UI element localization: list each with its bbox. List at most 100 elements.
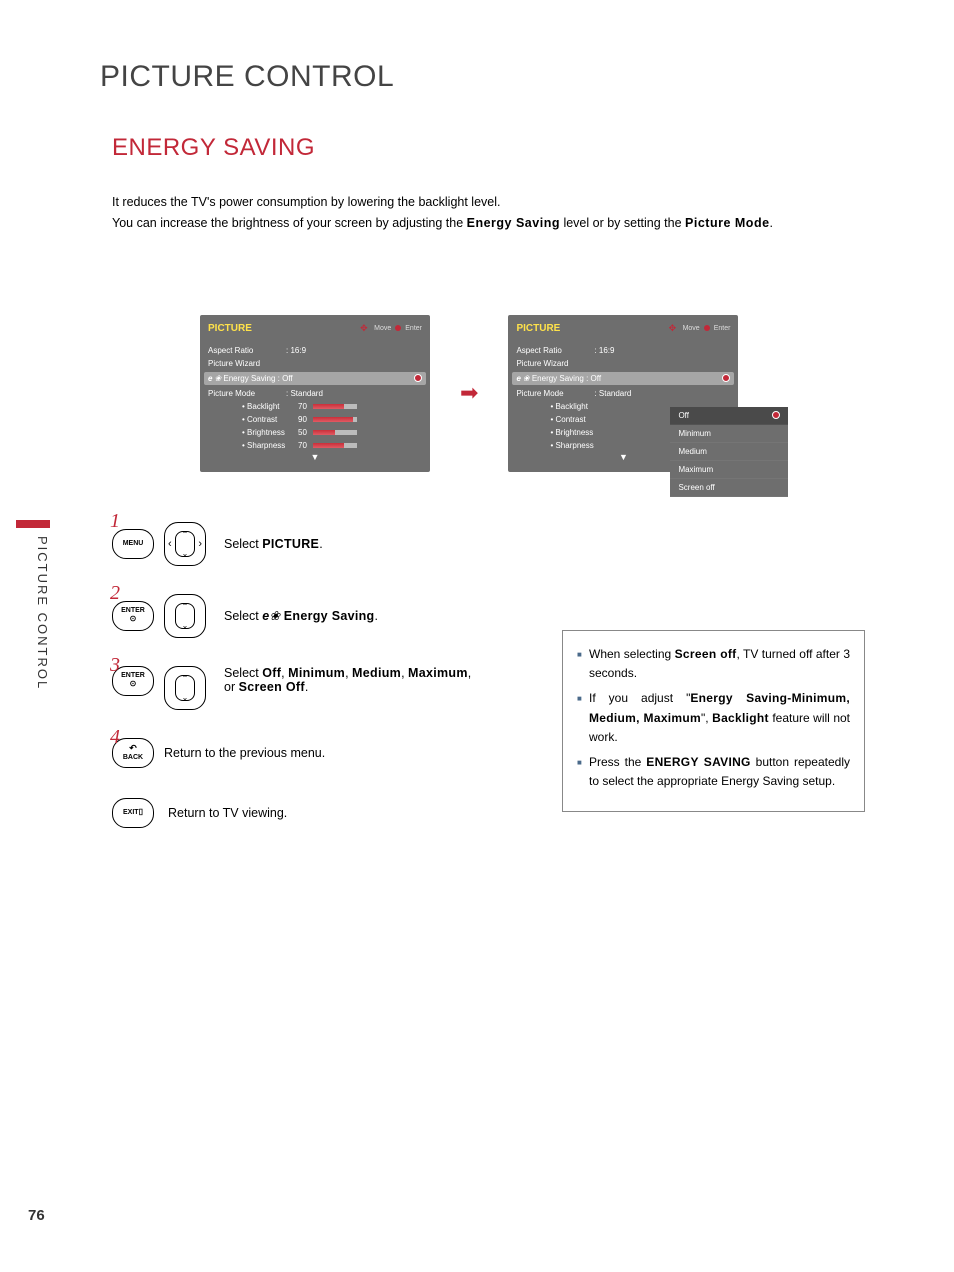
label: Contrast bbox=[550, 415, 606, 424]
label: Sharpness bbox=[242, 441, 298, 450]
label: Contrast bbox=[242, 415, 298, 424]
step-text: Return to TV viewing. bbox=[168, 806, 287, 820]
step-number: 2 bbox=[110, 582, 120, 605]
option-screen-off[interactable]: Screen off bbox=[670, 479, 788, 497]
osd-panel-left: PICTURE Move Enter Aspect Ratio : 16:9 P… bbox=[200, 315, 430, 472]
page-title: PICTURE CONTROL bbox=[100, 60, 904, 94]
section-title: ENERGY SAVING bbox=[112, 134, 904, 162]
value: : 16:9 bbox=[286, 346, 306, 355]
osd-row-energy-selected[interactable]: e❀ Energy Saving : Off bbox=[204, 372, 426, 385]
label: Off bbox=[678, 411, 689, 420]
osd-title: PICTURE bbox=[516, 323, 560, 334]
exit-button[interactable]: EXIT▯ bbox=[112, 798, 154, 828]
enter-dot-icon bbox=[395, 325, 401, 331]
eco-icon: e bbox=[516, 374, 520, 383]
label: Picture Wizard bbox=[208, 359, 286, 368]
intro-line2: You can increase the brightness of your … bbox=[112, 213, 904, 234]
value: : Standard bbox=[594, 389, 631, 398]
label: Sharpness bbox=[550, 441, 606, 450]
step-text: Return to the previous menu. bbox=[164, 746, 325, 760]
eco-icon: e bbox=[208, 374, 212, 383]
step-number: 3 bbox=[110, 654, 120, 677]
label: Backlight bbox=[550, 402, 606, 411]
label: Brightness bbox=[550, 428, 606, 437]
osd-title: PICTURE bbox=[208, 323, 252, 334]
note-1: When selecting Screen off, TV turned off… bbox=[577, 645, 850, 683]
bar bbox=[313, 443, 357, 448]
value: : 16:9 bbox=[594, 346, 614, 355]
v: 90 bbox=[298, 415, 307, 424]
v: 70 bbox=[298, 441, 307, 450]
step-1: 1 MENU ⌃⌄ Select PICTURE. bbox=[112, 522, 904, 566]
move-icon bbox=[360, 323, 370, 333]
v: 70 bbox=[298, 402, 307, 411]
osd-slider[interactable]: Contrast90 bbox=[208, 413, 422, 426]
note-3: Press the ENERGY SAVING button repeatedl… bbox=[577, 753, 850, 791]
option-minimum[interactable]: Minimum bbox=[670, 425, 788, 443]
page-number: 76 bbox=[28, 1207, 45, 1224]
label: Brightness bbox=[242, 428, 298, 437]
step-text: Select Off, Minimum, Medium, Maximum, or… bbox=[224, 666, 484, 694]
osd-row-mode[interactable]: Picture Mode : Standard bbox=[516, 387, 730, 400]
osd-row-energy-selected[interactable]: e❀ Energy Saving : Off bbox=[512, 372, 734, 385]
step-text: Select PICTURE. bbox=[224, 537, 323, 551]
select-dot-icon bbox=[722, 374, 730, 382]
select-dot-icon bbox=[772, 411, 780, 419]
t: level or by setting the bbox=[560, 216, 685, 230]
bar bbox=[313, 430, 357, 435]
down-caret-icon: ▼ bbox=[208, 452, 422, 462]
t: Picture Mode bbox=[685, 216, 770, 230]
label: Energy Saving : Off bbox=[532, 374, 601, 383]
move-label: Move bbox=[683, 325, 700, 332]
arrow-right-icon: ➡ bbox=[460, 380, 478, 406]
select-dot-icon bbox=[414, 374, 422, 382]
step-number: 1 bbox=[110, 510, 120, 533]
label: Aspect Ratio bbox=[516, 346, 594, 355]
label: Aspect Ratio bbox=[208, 346, 286, 355]
label: Picture Mode bbox=[208, 389, 286, 398]
value: : Standard bbox=[286, 389, 323, 398]
step-number: 4 bbox=[110, 726, 120, 749]
osd-row-wizard[interactable]: Picture Wizard bbox=[208, 357, 422, 370]
eco-leaf-icon: ❀ bbox=[523, 374, 530, 383]
v: 50 bbox=[298, 428, 307, 437]
bar bbox=[313, 417, 357, 422]
enter-label: Enter bbox=[405, 325, 422, 332]
osd-slider[interactable]: Backlight70 bbox=[208, 400, 422, 413]
side-tab bbox=[16, 520, 50, 528]
osd-slider[interactable]: Sharpness70 bbox=[208, 439, 422, 452]
osd-panel-right: PICTURE Move Enter Aspect Ratio : 16:9 P… bbox=[508, 315, 738, 472]
nav-ud-button[interactable]: ⌃⌄ bbox=[164, 594, 206, 638]
enter-dot-icon bbox=[704, 325, 710, 331]
option-maximum[interactable]: Maximum bbox=[670, 461, 788, 479]
osd-row-aspect[interactable]: Aspect Ratio : 16:9 bbox=[516, 344, 730, 357]
osd-slider[interactable]: Brightness50 bbox=[208, 426, 422, 439]
enter-label: Enter bbox=[714, 325, 731, 332]
note-2: If you adjust "Energy Saving-Minimum, Me… bbox=[577, 689, 850, 747]
move-icon bbox=[669, 323, 679, 333]
intro-text: It reduces the TV's power consumption by… bbox=[112, 192, 904, 235]
label: Picture Mode bbox=[516, 389, 594, 398]
label: Backlight bbox=[242, 402, 298, 411]
label: Picture Wizard bbox=[516, 359, 594, 368]
option-off[interactable]: Off bbox=[670, 407, 788, 425]
eco-leaf-icon: ❀ bbox=[214, 374, 221, 383]
move-label: Move bbox=[374, 325, 391, 332]
t: Energy Saving bbox=[467, 216, 560, 230]
osd-row-mode[interactable]: Picture Mode : Standard bbox=[208, 387, 422, 400]
label: Energy Saving : Off bbox=[223, 374, 292, 383]
enter-button[interactable]: ENTER⊙ bbox=[112, 601, 154, 631]
intro-line1: It reduces the TV's power consumption by… bbox=[112, 192, 904, 213]
notes-box: When selecting Screen off, TV turned off… bbox=[562, 630, 865, 812]
osd-row-wizard[interactable]: Picture Wizard bbox=[516, 357, 730, 370]
nav-ud-button[interactable]: ⌃⌄ bbox=[164, 666, 206, 710]
energy-options-popup: Off Minimum Medium Maximum Screen off bbox=[670, 407, 788, 497]
t: . bbox=[770, 216, 773, 230]
nav-lr-button[interactable]: ⌃⌄ bbox=[164, 522, 206, 566]
menu-button[interactable]: MENU bbox=[112, 529, 154, 559]
bar bbox=[313, 404, 357, 409]
option-medium[interactable]: Medium bbox=[670, 443, 788, 461]
step-text: Select e❀ Energy Saving. bbox=[224, 608, 378, 623]
side-label: PICTURE CONTROL bbox=[35, 536, 50, 690]
osd-row-aspect[interactable]: Aspect Ratio : 16:9 bbox=[208, 344, 422, 357]
